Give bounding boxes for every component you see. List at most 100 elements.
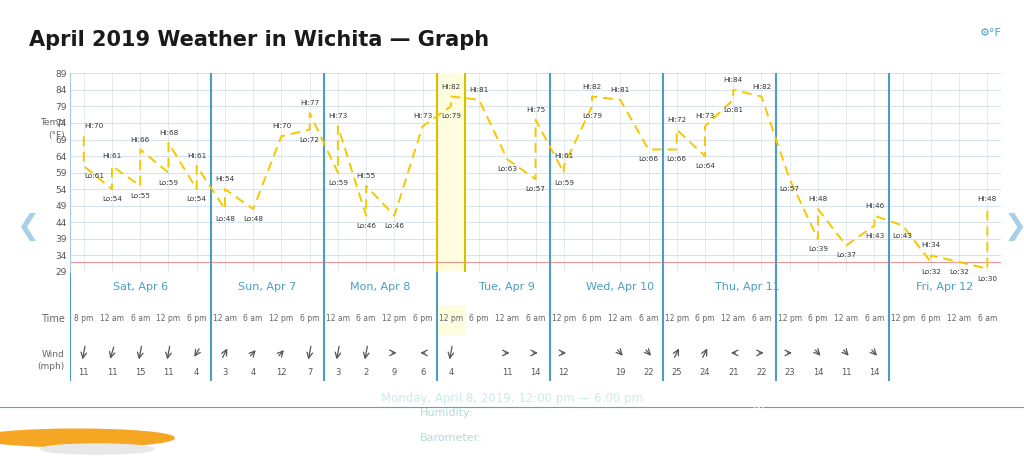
Text: 21: 21 [728,368,738,377]
Text: Lo:81: Lo:81 [723,107,743,113]
Text: 6 pm: 6 pm [187,315,207,324]
Text: Hi:34: Hi:34 [922,243,940,248]
Text: Wind
(mph): Wind (mph) [37,350,65,371]
Text: 3: 3 [222,368,227,377]
Text: 24: 24 [699,368,711,377]
Text: Lo:57: Lo:57 [525,186,546,192]
Text: Hi:77: Hi:77 [300,100,319,106]
Text: Hi:81: Hi:81 [610,87,630,93]
Text: Lo:32: Lo:32 [949,269,969,275]
Text: 12 am: 12 am [608,315,632,324]
Text: Lo:46: Lo:46 [384,223,404,228]
Text: ⚙°F: ⚙°F [980,28,1001,38]
Text: Hi:66: Hi:66 [131,137,150,142]
Text: 11: 11 [841,368,851,377]
Text: Hi:82: Hi:82 [441,84,461,89]
Text: 12 am: 12 am [326,315,350,324]
Text: 6 am: 6 am [864,315,884,324]
Text: 29.91 "Hg: 29.91 "Hg [548,433,604,443]
Text: Lo:30: Lo:30 [977,276,997,281]
Text: Hi:73: Hi:73 [413,114,432,119]
Text: 22: 22 [643,368,653,377]
Text: Time: Time [41,314,65,324]
Text: 4: 4 [449,368,454,377]
Text: Hi:70: Hi:70 [84,123,103,129]
Text: 12 pm: 12 pm [552,315,575,324]
Text: 11: 11 [502,368,513,377]
Text: 6 am: 6 am [752,315,771,324]
Text: Hi:82: Hi:82 [752,84,771,89]
Text: Lo:59: Lo:59 [159,180,178,185]
Text: Hi:55: Hi:55 [356,173,376,179]
Text: Thu, Apr 11: Thu, Apr 11 [715,282,779,292]
Text: 6 pm: 6 pm [808,315,827,324]
Text: Wed, Apr 10: Wed, Apr 10 [586,282,654,292]
Text: Mon, Apr 8: Mon, Apr 8 [350,282,411,292]
Text: 12: 12 [558,368,569,377]
Text: 23: 23 [784,368,795,377]
Text: Humidity:: Humidity: [420,408,473,418]
Text: 4: 4 [195,368,200,377]
Text: ❯: ❯ [1004,213,1024,241]
Text: 6 pm: 6 pm [300,315,319,324]
Text: 11: 11 [163,368,174,377]
Text: 14: 14 [813,368,823,377]
Text: Lo:79: Lo:79 [582,114,602,119]
Text: 6: 6 [420,368,425,377]
Text: 6 am: 6 am [130,315,150,324]
Text: 6 am: 6 am [244,315,263,324]
Text: Lo:64: Lo:64 [695,163,715,169]
Text: Lo:72: Lo:72 [300,137,319,142]
Text: 12 pm: 12 pm [777,315,802,324]
Text: Hi:48: Hi:48 [808,196,827,202]
Text: 14: 14 [869,368,880,377]
Text: 11: 11 [106,368,117,377]
Text: 3: 3 [335,368,341,377]
Text: 12 pm: 12 pm [382,315,407,324]
Text: Hi:84: Hi:84 [724,77,742,83]
Text: Barometer:: Barometer: [420,433,482,443]
Text: 25%: 25% [548,408,572,418]
Text: 15: 15 [135,368,145,377]
Text: 12 pm: 12 pm [891,315,914,324]
Text: Lo:61: Lo:61 [84,173,103,179]
Text: Lo:63: Lo:63 [498,166,517,172]
Text: 12 am: 12 am [835,315,858,324]
Text: Lo:66: Lo:66 [667,157,687,162]
Text: Lo:54: Lo:54 [186,196,207,202]
Text: Hi:68: Hi:68 [159,130,178,136]
Text: Hi:70: Hi:70 [271,123,291,129]
Text: Hi:81: Hi:81 [469,87,488,93]
Text: Monday, April 8, 2019, 12:00 pm — 6:00 pm: Monday, April 8, 2019, 12:00 pm — 6:00 p… [381,392,643,405]
Text: 6 am: 6 am [978,315,997,324]
Text: 12 pm: 12 pm [665,315,689,324]
Text: 4: 4 [251,368,256,377]
Text: Sun, Apr 7: Sun, Apr 7 [239,282,296,292]
Text: Passing clouds.: Passing clouds. [179,441,269,454]
Text: Lo:32: Lo:32 [921,269,941,275]
Bar [436,305,465,336]
Text: Lo:48: Lo:48 [243,216,263,222]
Text: Lo:37: Lo:37 [837,253,856,258]
Text: 19: 19 [615,368,626,377]
Text: 6 am: 6 am [639,315,658,324]
Text: Lo:48: Lo:48 [215,216,234,222]
Text: 12 am: 12 am [213,315,237,324]
Text: April 2019 Weather in Wichita — Graph: April 2019 Weather in Wichita — Graph [29,30,488,50]
Text: 12 am: 12 am [496,315,519,324]
Text: Hi:43: Hi:43 [865,233,884,238]
Text: Hi:61: Hi:61 [554,153,573,159]
Text: 6 am: 6 am [526,315,545,324]
Bar [436,73,465,272]
Text: 12 am: 12 am [100,315,124,324]
Text: Hi:72: Hi:72 [667,117,686,123]
Text: Hi:46: Hi:46 [865,203,884,209]
Text: W: W [753,404,764,417]
Text: Lo:43: Lo:43 [893,233,912,238]
Text: Hi:48: Hi:48 [978,196,997,202]
Text: 82 / 79 °F: 82 / 79 °F [179,412,299,431]
Text: 6 am: 6 am [356,315,376,324]
Text: 9: 9 [392,368,397,377]
Text: 14: 14 [530,368,541,377]
Text: 25: 25 [672,368,682,377]
